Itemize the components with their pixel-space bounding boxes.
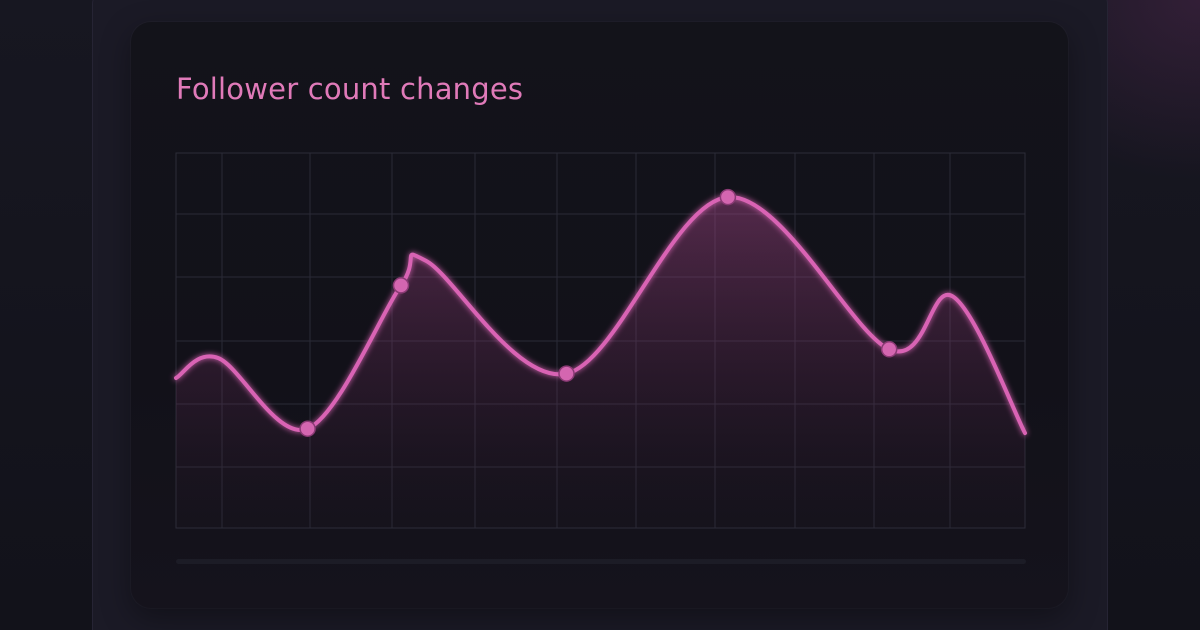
series-area bbox=[176, 197, 1025, 529]
data-point-marker[interactable] bbox=[392, 277, 410, 294]
data-point-marker[interactable] bbox=[558, 365, 575, 382]
data-point-marker[interactable] bbox=[719, 188, 737, 206]
chart-title: Follower count changes bbox=[176, 72, 524, 106]
data-markers bbox=[299, 188, 898, 437]
chart-scrollbar-track bbox=[176, 559, 1026, 564]
data-point-marker[interactable] bbox=[880, 341, 898, 358]
data-point-marker[interactable] bbox=[299, 420, 316, 437]
